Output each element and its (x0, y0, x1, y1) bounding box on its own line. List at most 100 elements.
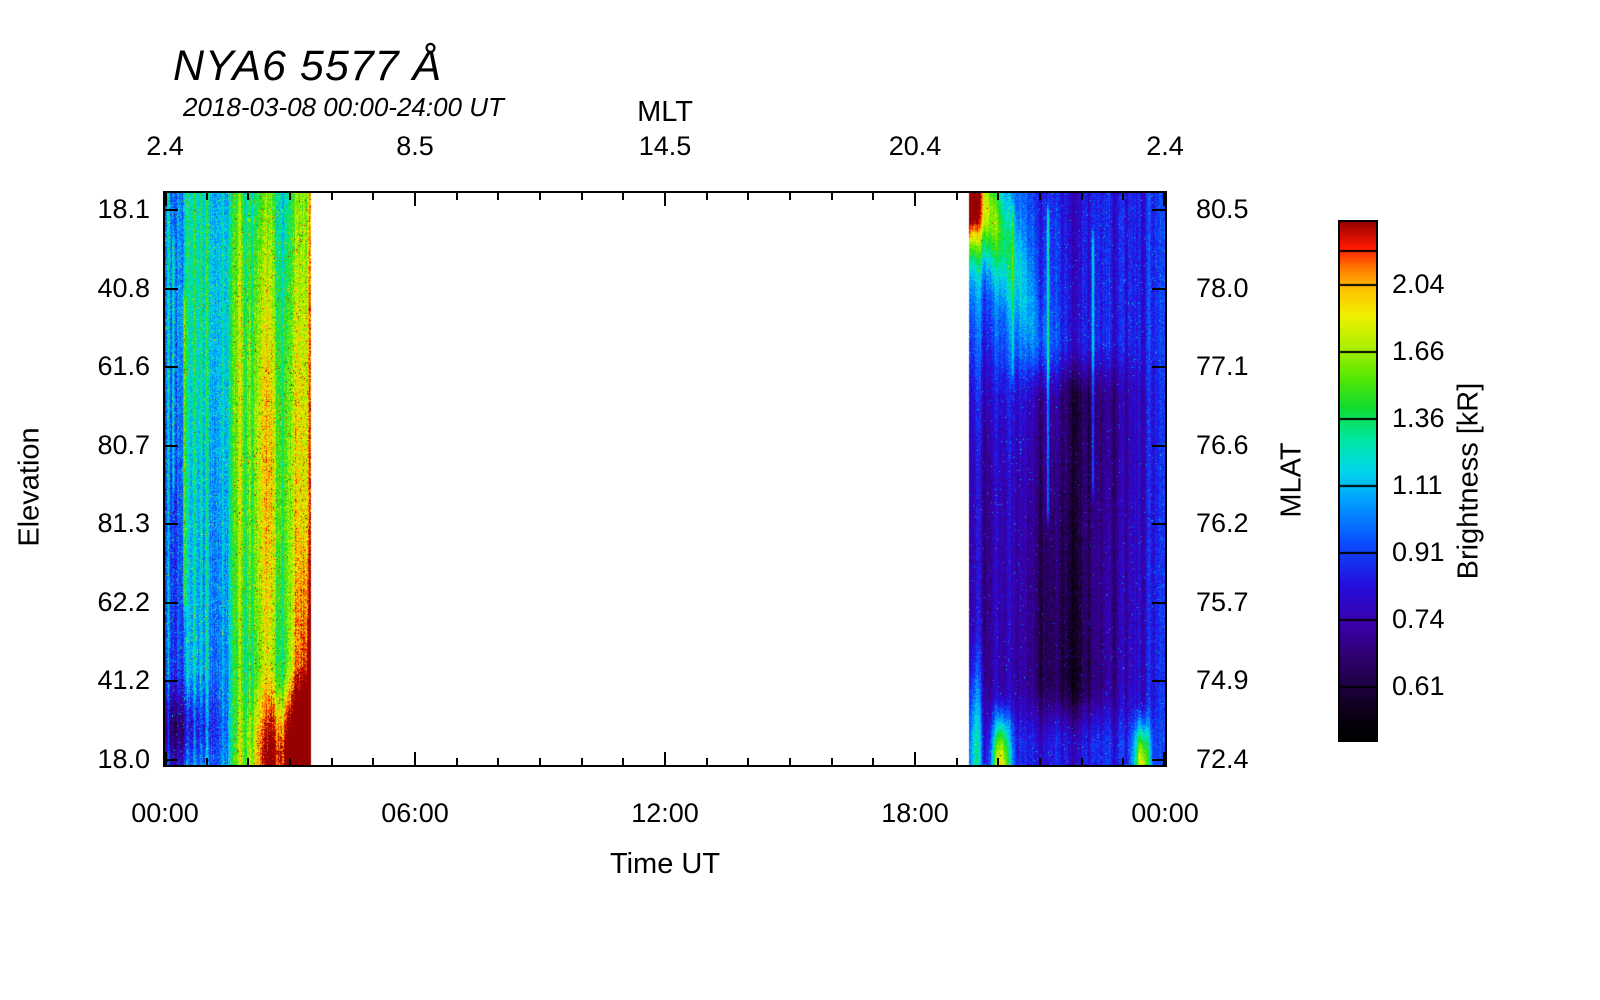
plot-title: NYA6 5577 Å (173, 42, 443, 90)
axis-tick (914, 193, 916, 206)
axis-tick (789, 193, 791, 200)
axis-tick (1152, 602, 1165, 605)
tick-label: 78.0 (1196, 272, 1249, 303)
tick-label: 14.5 (638, 131, 692, 161)
axis-tick (1152, 209, 1165, 212)
axis-tick (539, 193, 541, 200)
tick-label: 2.04 (1392, 269, 1445, 300)
axis-tick (705, 193, 708, 200)
tick-label: 61.6 (97, 350, 150, 381)
tick-label: 18:00 (881, 798, 949, 828)
plot-subtitle: 2018-03-08 00:00-24:00 UT (183, 92, 504, 122)
axis-tick (789, 758, 791, 765)
tick-label: 80.5 (1196, 194, 1249, 225)
right-axis-title: MLAT (1275, 442, 1308, 518)
axis-tick (705, 758, 708, 765)
axis-tick (414, 752, 416, 765)
axis-tick (997, 758, 1000, 765)
axis-tick (955, 193, 958, 200)
axis-tick (1152, 287, 1165, 290)
axis-tick (165, 209, 178, 212)
axis-tick (165, 752, 167, 765)
tick-label: 41.2 (97, 665, 150, 696)
tick-label: 18.1 (97, 194, 150, 225)
axis-tick (247, 193, 250, 200)
tick-label: 12:00 (631, 798, 699, 828)
tick-label: 00:00 (131, 798, 199, 828)
tick-label: 1.11 (1392, 470, 1443, 501)
colorbar (1338, 220, 1378, 742)
tick-label: 40.8 (97, 272, 150, 303)
axis-tick (205, 758, 208, 765)
keogram-image (165, 193, 1165, 765)
colorbar-title: Brightness [kR] (1452, 382, 1485, 580)
axis-tick (455, 193, 458, 200)
axis-tick (165, 365, 178, 368)
tick-label: 8.5 (396, 131, 434, 161)
axis-tick (165, 193, 167, 206)
axis-tick (1152, 758, 1165, 761)
axis-tick (372, 758, 375, 765)
axis-tick (997, 193, 1000, 200)
axis-tick (1039, 193, 1041, 200)
tick-label: 76.6 (1196, 429, 1249, 460)
axis-tick (539, 758, 541, 765)
axis-tick (872, 193, 875, 200)
tick-label: 72.4 (1196, 743, 1249, 774)
axis-tick (497, 193, 500, 200)
tick-label: 20.4 (888, 131, 942, 161)
axis-tick (747, 758, 750, 765)
axis-tick (1039, 758, 1041, 765)
axis-tick (165, 602, 178, 605)
left-axis-title: Elevation (13, 427, 46, 547)
axis-tick (165, 523, 178, 526)
axis-tick (165, 680, 178, 683)
tick-label: 0.61 (1392, 671, 1445, 702)
axis-tick (1152, 365, 1165, 368)
tick-label: 18.0 (97, 743, 150, 774)
axis-tick (1163, 752, 1165, 765)
axis-tick (414, 193, 416, 206)
tick-label: 77.1 (1196, 350, 1249, 381)
tick-label: 2.4 (146, 131, 184, 161)
axis-tick (955, 758, 958, 765)
tick-label: 1.66 (1392, 336, 1445, 367)
colorbar-gradient (1340, 222, 1376, 740)
tick-label: 75.7 (1196, 587, 1249, 618)
axis-tick (580, 193, 583, 200)
axis-tick (330, 193, 333, 200)
axis-tick (1152, 680, 1165, 683)
axis-tick (664, 193, 666, 206)
tick-label: 1.36 (1392, 402, 1445, 433)
axis-tick (580, 758, 583, 765)
axis-tick (622, 758, 625, 765)
axis-tick (872, 758, 875, 765)
tick-label: 81.3 (97, 508, 150, 539)
axis-tick (165, 444, 178, 447)
axis-tick (664, 752, 666, 765)
tick-label: 0.74 (1392, 603, 1445, 634)
tick-label: 74.9 (1196, 665, 1249, 696)
axis-tick (830, 758, 833, 765)
axis-tick (830, 193, 833, 200)
axis-tick (1122, 193, 1125, 200)
axis-tick (1122, 758, 1125, 765)
axis-tick (455, 758, 458, 765)
axis-tick (205, 193, 208, 200)
axis-tick (372, 193, 375, 200)
tick-label: 2.4 (1146, 131, 1184, 161)
axis-tick (330, 758, 333, 765)
x-axis-title: Time UT (609, 848, 721, 880)
axis-tick (165, 287, 178, 290)
axis-tick (1163, 193, 1165, 206)
axis-tick (1080, 193, 1083, 200)
axis-tick (747, 193, 750, 200)
axis-tick (289, 193, 291, 200)
axis-tick (1152, 523, 1165, 526)
tick-label: 80.7 (97, 429, 150, 460)
tick-label: 76.2 (1196, 508, 1249, 539)
tick-label: 62.2 (97, 587, 150, 618)
axis-tick (247, 758, 250, 765)
axis-tick (622, 193, 625, 200)
